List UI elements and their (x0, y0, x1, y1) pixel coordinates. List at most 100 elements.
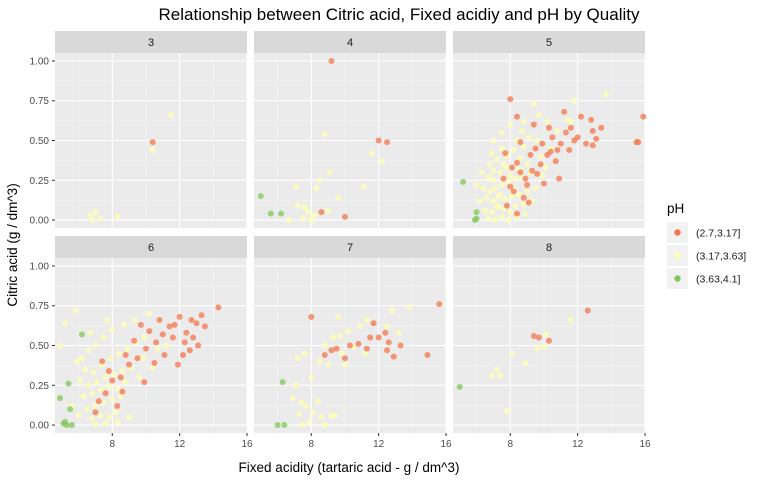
data-point (174, 361, 181, 368)
data-point (114, 385, 121, 392)
data-point (390, 353, 397, 360)
data-point (495, 202, 502, 209)
data-point (109, 396, 116, 403)
data-point (136, 374, 143, 381)
facet-strip (453, 236, 645, 258)
data-point (589, 142, 596, 149)
facet-strip-label: 7 (347, 242, 353, 254)
data-point (497, 169, 504, 176)
data-point (105, 414, 112, 421)
data-point (188, 317, 195, 324)
x-tick-label: 16 (241, 439, 253, 450)
data-point (176, 313, 183, 320)
data-point (181, 339, 188, 346)
data-point (549, 134, 556, 141)
facet-strip-label: 4 (347, 37, 353, 49)
data-point (524, 161, 531, 168)
data-point (357, 323, 364, 330)
data-point (539, 140, 546, 147)
data-point (530, 332, 537, 339)
data-point (514, 159, 520, 166)
facet-panel-3: 3 (55, 31, 248, 228)
data-point (336, 332, 343, 339)
data-point (530, 100, 537, 107)
data-point (500, 175, 507, 182)
data-point (460, 178, 467, 185)
data-point (171, 321, 178, 328)
data-point (546, 337, 552, 344)
data-point (335, 313, 342, 320)
data-point (480, 185, 487, 192)
data-point (141, 334, 148, 341)
data-point (60, 420, 67, 427)
data-point (384, 347, 391, 354)
data-point (492, 217, 499, 224)
data-point (308, 217, 315, 224)
legend-label: (3.17,3.63] (696, 251, 746, 263)
data-point (325, 361, 332, 368)
data-point (395, 329, 402, 336)
data-point (195, 342, 202, 349)
legend-label: (3.63,4.1] (696, 274, 740, 286)
data-point (588, 116, 595, 123)
data-point (567, 317, 574, 324)
data-point (571, 137, 578, 144)
data-point (522, 175, 529, 182)
data-point (530, 121, 537, 128)
data-point (92, 422, 99, 429)
data-point (193, 320, 200, 327)
data-point (488, 150, 495, 157)
data-point (375, 137, 382, 144)
data-point (331, 412, 338, 419)
data-point (520, 194, 527, 201)
x-axis-title: Fixed acidity (tartaric acid - g / dm^3) (239, 460, 460, 475)
data-point (159, 331, 166, 338)
data-point (134, 355, 141, 362)
data-point (498, 129, 505, 136)
data-point (514, 113, 520, 120)
data-point (102, 390, 109, 397)
data-point (156, 317, 163, 324)
data-point (490, 167, 497, 174)
data-point (102, 374, 109, 381)
x-tick-label: 12 (373, 439, 385, 450)
data-point (92, 209, 99, 216)
legend-title: pH (667, 201, 684, 216)
data-point (514, 210, 520, 217)
data-point (508, 164, 515, 171)
data-point (281, 422, 288, 429)
data-point (277, 210, 284, 217)
data-point (485, 174, 492, 181)
data-point (603, 91, 610, 98)
data-point (571, 97, 578, 104)
data-point (78, 355, 85, 362)
chart-title: Relationship between Citric acid, Fixed … (159, 5, 640, 24)
data-point (370, 320, 377, 327)
data-point (318, 414, 325, 421)
legend-label: (2.7,3.17] (696, 228, 740, 240)
data-point (328, 57, 335, 64)
legend-key-swatch (674, 252, 681, 259)
data-point (289, 395, 296, 401)
data-point (524, 188, 531, 195)
data-point (485, 215, 492, 222)
data-point (141, 379, 148, 386)
data-point (105, 367, 112, 374)
facet-strip-label: 5 (546, 37, 552, 49)
data-point (493, 366, 500, 373)
data-point (117, 374, 124, 381)
data-point (301, 204, 308, 211)
data-point (539, 172, 546, 179)
facet-strip (254, 236, 446, 258)
data-point (456, 383, 463, 390)
data-point (168, 112, 175, 119)
data-point (311, 212, 318, 219)
y-tick-label: 1.00 (30, 56, 50, 67)
data-point (215, 304, 222, 311)
data-point (405, 304, 412, 311)
data-point (139, 355, 146, 362)
data-point (487, 188, 494, 195)
data-point (301, 350, 308, 357)
data-point (547, 148, 554, 155)
facet-panel-8: 8 (453, 236, 646, 433)
